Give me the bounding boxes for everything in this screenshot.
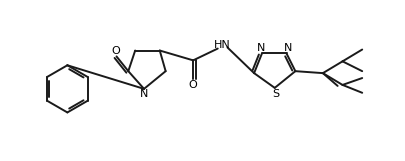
Text: O: O — [189, 80, 198, 90]
Text: O: O — [111, 46, 120, 56]
Text: N: N — [140, 89, 148, 99]
Text: HN: HN — [214, 40, 231, 50]
Text: N: N — [257, 43, 265, 53]
Text: N: N — [284, 43, 293, 53]
Text: S: S — [272, 89, 279, 99]
